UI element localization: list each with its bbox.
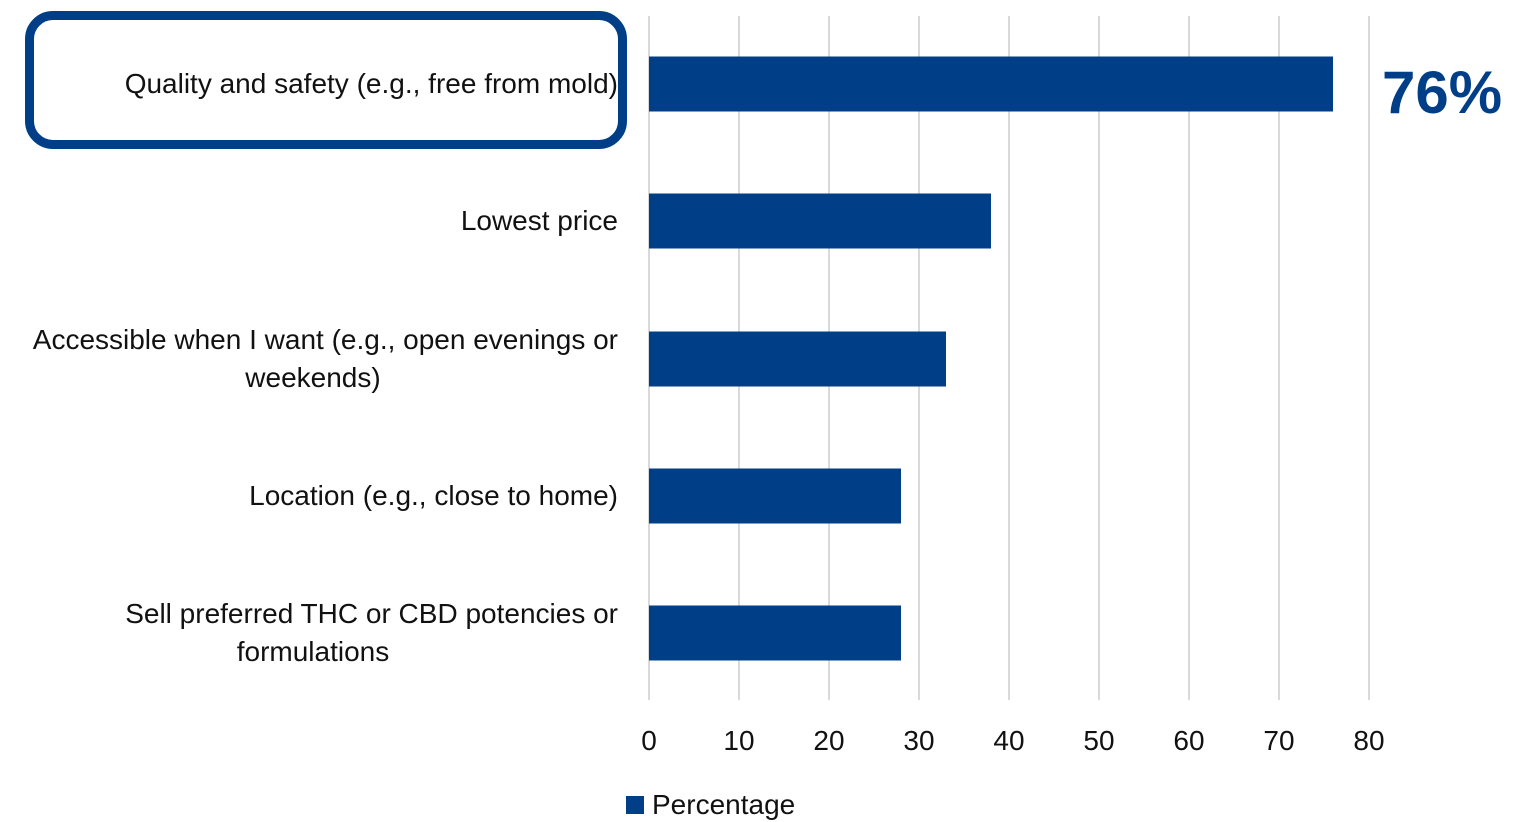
x-tick-label-50: 50 [1083,725,1115,756]
category-label-3-line-0: Location (e.g., close to home) [249,480,618,511]
bar-4 [649,605,901,661]
x-tick-label-10: 10 [723,725,755,756]
bar-0 [649,56,1333,112]
bar-1 [649,193,991,249]
category-label-0-line-0: Quality and safety (e.g., free from mold… [124,68,618,99]
category-label-1-line-0: Lowest price [460,205,618,236]
category-label-1: Lowest price [28,202,618,240]
category-label-2-line-0: Accessible when I want (e.g., open eveni… [32,324,618,355]
x-tick-label-30: 30 [903,725,935,756]
x-tick-label-40: 40 [993,725,1025,756]
legend-swatch [626,796,644,814]
category-label-2: Accessible when I want (e.g., open eveni… [8,321,618,397]
x-tick-label-0: 0 [641,725,657,756]
legend-label: Percentage [652,789,796,820]
highlight-callout: 76% [1382,59,1503,126]
category-label-2-line-1: weekends) [245,362,381,393]
x-tick-label-80: 80 [1353,725,1385,756]
x-tick-label-20: 20 [813,725,845,756]
legend: Percentage [626,788,795,822]
x-tick-label-70: 70 [1263,725,1295,756]
bar-3 [649,468,901,524]
category-label-4: Sell preferred THC or CBD potencies or fo… [8,595,618,671]
category-label-0: Quality and safety (e.g., free from mold… [28,65,618,103]
bar-2 [649,331,946,387]
highlight-box [25,11,627,149]
x-tick-label-60: 60 [1173,725,1205,756]
category-label-4-line-1: formulations [236,636,390,667]
category-label-3: Location (e.g., close to home) [28,477,618,515]
category-label-4-line-0: Sell preferred THC or CBD potencies or [125,598,618,629]
